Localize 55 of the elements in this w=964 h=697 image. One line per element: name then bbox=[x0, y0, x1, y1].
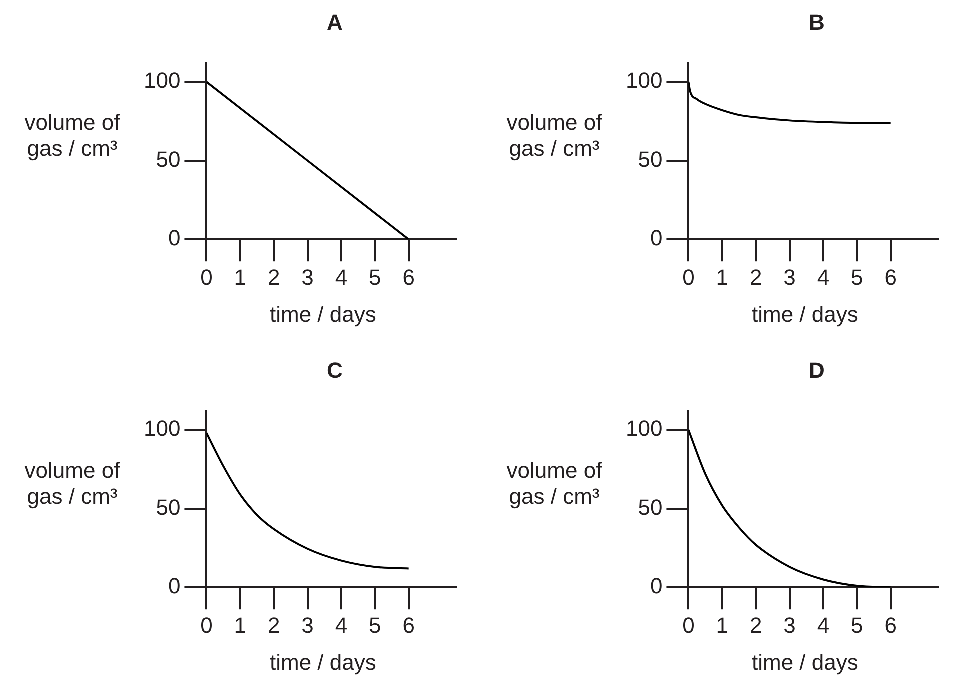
line-series bbox=[206, 432, 410, 570]
y-tick-label: 100 bbox=[144, 68, 181, 94]
chart-title: B bbox=[808, 10, 826, 36]
x-axis-title: time / days bbox=[752, 302, 858, 328]
y-axis-title: volume of gas / cm³ bbox=[506, 110, 604, 162]
line-series bbox=[688, 429, 892, 588]
x-tick-label: 6 bbox=[402, 264, 415, 290]
y-tick-label: 100 bbox=[626, 416, 663, 442]
y-tick-label: 0 bbox=[650, 226, 663, 251]
y-axis-title: volume of gas / cm³ bbox=[24, 458, 122, 510]
y-axis-title: volume of gas / cm³ bbox=[506, 458, 604, 510]
x-tick-label: 3 bbox=[302, 612, 314, 638]
line-series bbox=[688, 81, 892, 124]
x-tick-label: 0 bbox=[200, 264, 213, 290]
x-tick-label: 2 bbox=[750, 612, 762, 638]
x-tick-label: 5 bbox=[369, 612, 382, 638]
x-tick-label: 0 bbox=[682, 612, 695, 638]
x-tick-label: 1 bbox=[716, 264, 729, 290]
y-tick-label: 50 bbox=[638, 494, 663, 520]
x-tick-label: 2 bbox=[268, 612, 280, 638]
x-tick-label: 6 bbox=[884, 612, 897, 638]
x-tick-label: 4 bbox=[817, 264, 830, 290]
x-tick-label: 4 bbox=[335, 612, 348, 638]
y-tick-label: 50 bbox=[638, 146, 663, 172]
y-tick-label: 50 bbox=[156, 494, 181, 520]
x-tick-label: 1 bbox=[234, 612, 247, 638]
x-tick-label: 4 bbox=[817, 612, 830, 638]
y-tick-label: 0 bbox=[168, 574, 181, 599]
x-axis-title: time / days bbox=[270, 302, 376, 328]
x-tick-label: 5 bbox=[369, 264, 382, 290]
y-tick-label: 0 bbox=[650, 574, 663, 599]
x-tick-label: 5 bbox=[851, 612, 864, 638]
chart-title: C bbox=[326, 358, 344, 384]
x-tick-label: 0 bbox=[682, 264, 695, 290]
y-tick-label: 100 bbox=[144, 416, 181, 442]
x-tick-label: 6 bbox=[884, 264, 897, 290]
x-tick-label: 3 bbox=[302, 264, 314, 290]
x-axis-title: time / days bbox=[270, 650, 376, 676]
x-tick-label: 6 bbox=[402, 612, 415, 638]
x-tick-label: 1 bbox=[716, 612, 729, 638]
y-tick-label: 0 bbox=[168, 226, 181, 251]
x-tick-label: 3 bbox=[784, 264, 796, 290]
x-tick-label: 5 bbox=[851, 264, 864, 290]
y-axis-title: volume of gas / cm³ bbox=[24, 110, 122, 162]
y-tick-label: 100 bbox=[626, 68, 663, 94]
x-tick-label: 2 bbox=[750, 264, 762, 290]
y-tick-label: 50 bbox=[156, 146, 181, 172]
x-axis-title: time / days bbox=[752, 650, 858, 676]
x-tick-label: 1 bbox=[234, 264, 247, 290]
x-tick-label: 4 bbox=[335, 264, 348, 290]
x-tick-label: 0 bbox=[200, 612, 213, 638]
x-tick-label: 2 bbox=[268, 264, 280, 290]
chart-title: D bbox=[808, 358, 826, 384]
chart-title: A bbox=[326, 10, 344, 36]
x-tick-label: 3 bbox=[784, 612, 796, 638]
